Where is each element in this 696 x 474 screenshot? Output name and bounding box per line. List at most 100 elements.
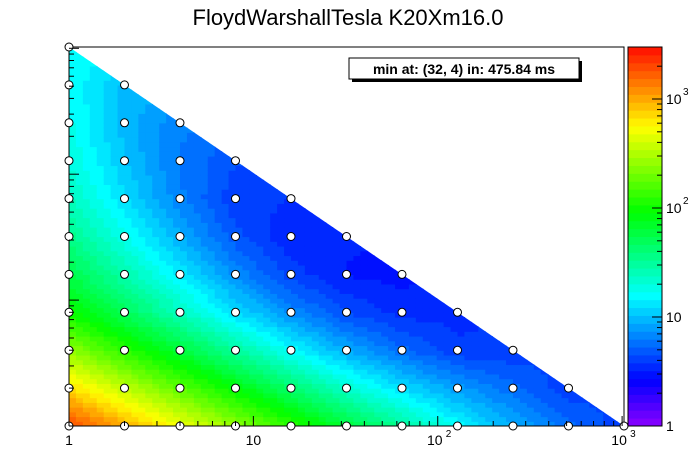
contour-cell [561,411,570,418]
contour-cell [436,397,445,403]
contour-cell [186,198,195,204]
contour-cell [249,369,257,375]
contour-cell [166,388,174,394]
contour-cell [124,241,133,247]
contour-cell [561,392,570,399]
contour-cell [180,260,188,266]
contour-cell [145,388,153,394]
contour-cell [554,392,563,399]
contour-cell [221,402,230,408]
contour-cell [297,369,306,375]
contour-cell [471,369,479,375]
data-point-marker [231,156,240,166]
contour-cell [186,260,195,266]
contour-cell [533,407,542,413]
contour-cell [214,245,223,252]
data-point-marker [397,345,407,355]
contour-cell [408,359,417,366]
contour-cell [249,345,257,351]
contour-cell [152,274,160,280]
contour-cell [367,274,375,280]
contour-cell [82,127,91,133]
contour-cell [436,373,445,380]
contour-cell [159,179,167,185]
contour-cell [166,122,174,129]
contour-cell [332,378,341,384]
contour-cell [353,245,361,252]
data-point-marker [508,421,518,431]
contour-cell [214,317,223,323]
contour-cell [304,212,313,219]
contour-cell [422,302,431,309]
contour-cell [381,364,389,370]
contour-cell [443,369,452,375]
contour-cell [221,264,230,271]
contour-cell [367,331,375,337]
contour-cell [318,264,327,271]
contour-cell [186,155,195,162]
contour-cell [96,84,105,91]
contour-cell [339,335,348,342]
contour-cell [277,378,285,384]
contour-cell [159,241,167,247]
contour-cell [374,255,382,261]
contour-cell [75,345,84,351]
contour-cell [89,312,98,318]
contour-cell [207,317,216,323]
contour-cell [193,264,202,271]
contour-cell [540,402,549,408]
contour-cell [249,359,257,366]
contour-cell [277,274,285,280]
contour-cell [263,189,271,195]
contour-cell [408,298,417,304]
contour-cell [159,132,167,138]
contour-cell [450,397,459,403]
contour-cell [589,402,597,408]
contour-cell [110,378,119,384]
contour-cell [402,416,410,422]
contour-cell [200,184,209,190]
contour-cell [186,331,195,337]
color-band [628,165,662,174]
contour-cell [318,307,327,313]
contour-cell [138,245,146,252]
contour-cell [124,184,133,190]
contour-cell [249,350,257,356]
contour-cell [499,354,507,361]
contour-cell [207,312,216,318]
contour-cell [131,103,139,110]
contour-cell [325,388,334,394]
contour-cell [207,307,216,313]
contour-cell [138,307,146,313]
contour-cell [103,193,112,200]
contour-cell [242,179,250,185]
contour-cell [492,335,500,342]
contour-cell [200,416,209,422]
contour-cell [325,340,334,347]
contour-cell [263,203,271,209]
contour-cell [193,231,202,238]
contour-cell [173,260,181,266]
contour-cell [284,250,292,257]
contour-cell [117,250,126,257]
contour-cell [277,212,285,219]
contour-cell [332,340,341,347]
contour-cell [159,146,167,152]
contour-cell [193,241,202,247]
contour-cell [332,264,341,271]
contour-cell [96,260,105,266]
x-tick-base: 10 [246,432,262,448]
contour-cell [124,302,133,309]
contour-cell [242,288,250,294]
contour-cell [395,326,403,332]
contour-cell [214,255,223,261]
contour-cell [367,317,375,323]
color-band [628,125,662,135]
contour-cell [200,326,209,332]
contour-cell [332,260,341,266]
contour-cell [561,416,570,422]
contour-cell [304,383,313,389]
contour-cell [422,350,431,356]
contour-cell [159,326,167,332]
contour-cell [96,383,105,389]
